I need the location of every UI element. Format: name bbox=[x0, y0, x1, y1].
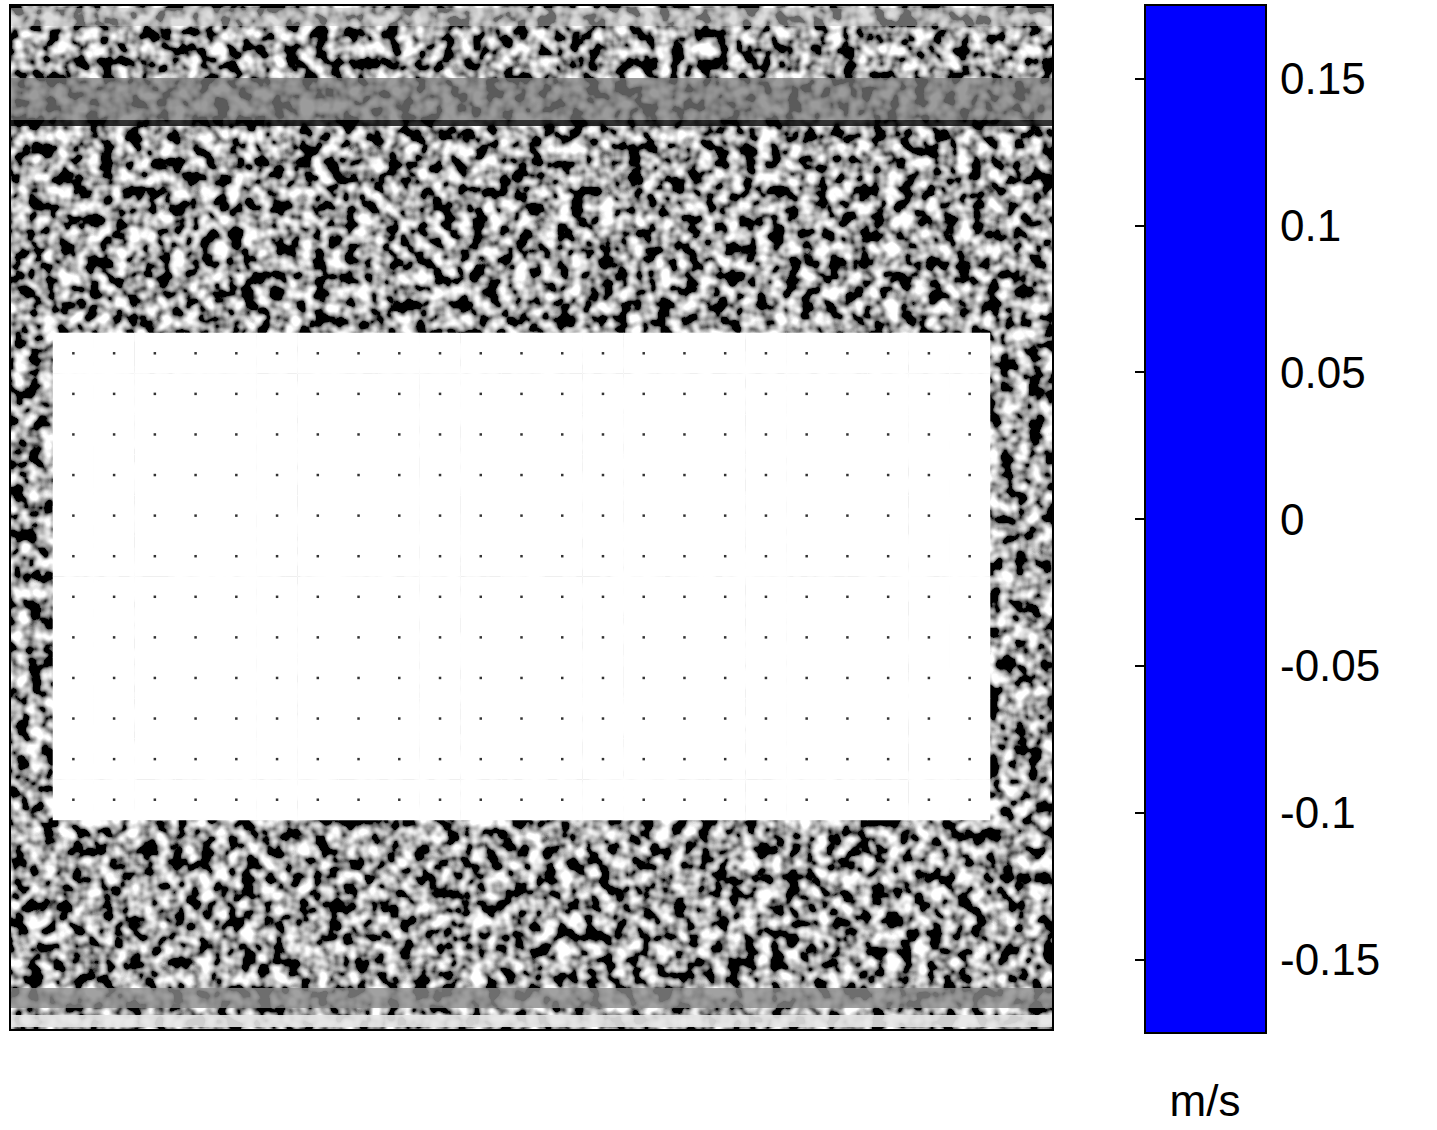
svg-text:m/s: m/s bbox=[1170, 1076, 1241, 1125]
svg-text:-0.15: -0.15 bbox=[1280, 935, 1380, 984]
svg-text:-0.1: -0.1 bbox=[1280, 788, 1356, 837]
svg-text:0.05: 0.05 bbox=[1280, 348, 1366, 397]
svg-text:-0.05: -0.05 bbox=[1280, 641, 1380, 690]
svg-text:0.1: 0.1 bbox=[1280, 201, 1341, 250]
svg-text:0: 0 bbox=[1280, 495, 1304, 544]
svg-text:0.15: 0.15 bbox=[1280, 54, 1366, 103]
